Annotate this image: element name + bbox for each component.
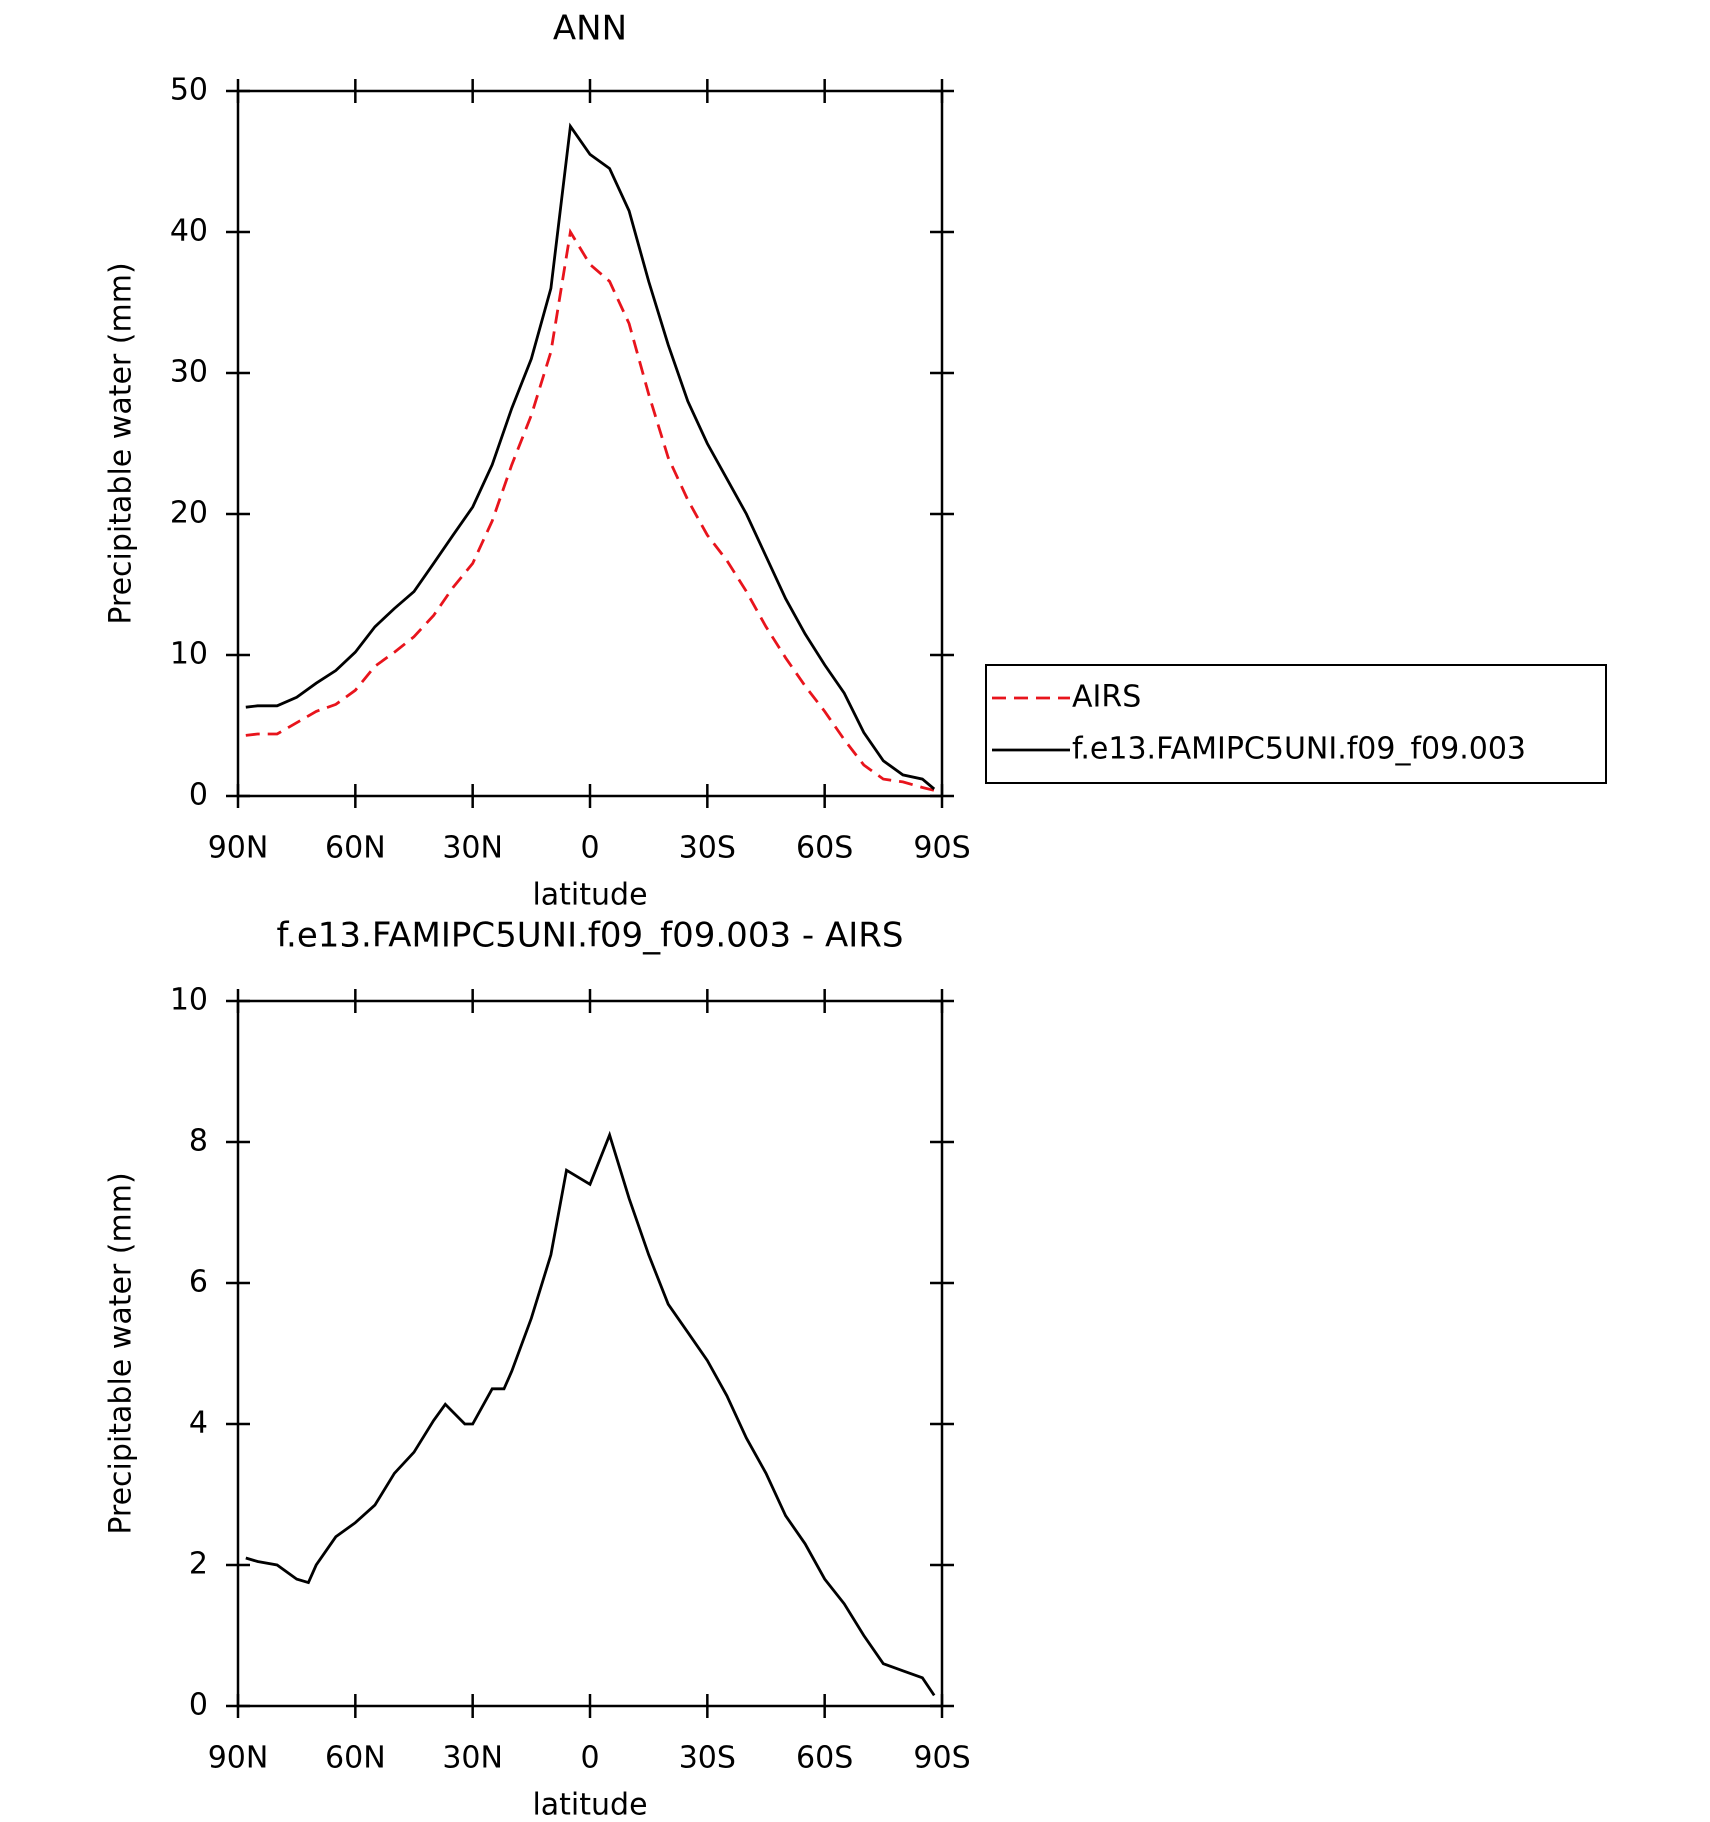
y-tick-label: 30 bbox=[170, 355, 208, 390]
x-tick-label: 30S bbox=[679, 831, 736, 866]
data-line bbox=[245, 122, 936, 791]
y-tick-label: 2 bbox=[189, 1547, 208, 1582]
x-axis-label: latitude bbox=[532, 1788, 647, 1822]
legend-box bbox=[985, 664, 1607, 784]
x-tick-label: 0 bbox=[580, 831, 599, 866]
x-tick-label: 30S bbox=[679, 1741, 736, 1776]
x-tick-label: 60N bbox=[325, 1741, 386, 1776]
x-tick-label: 30N bbox=[442, 1741, 503, 1776]
x-tick-label: 60S bbox=[796, 1741, 853, 1776]
legend-label: f.e13.FAMIPC5UNI.f09_f09.003 bbox=[1072, 732, 1526, 767]
x-axis-label: latitude bbox=[532, 878, 647, 913]
chart-title: f.e13.FAMIPC5UNI.f09_f09.003 - AIRS bbox=[277, 916, 904, 956]
legend-label: AIRS bbox=[1072, 680, 1141, 715]
y-tick-label: 0 bbox=[189, 778, 208, 813]
x-tick-label: 0 bbox=[580, 1741, 599, 1776]
y-axis-label: Precipitable water (mm) bbox=[104, 1172, 139, 1534]
y-axis-label: Precipitable water (mm) bbox=[104, 262, 139, 624]
plot-frame bbox=[236, 89, 944, 798]
y-tick-label: 10 bbox=[170, 983, 208, 1018]
chart-title: ANN bbox=[553, 9, 627, 49]
data-line bbox=[245, 228, 935, 792]
y-tick-label: 4 bbox=[189, 1406, 208, 1441]
x-tick-label: 60N bbox=[325, 831, 386, 866]
data-line bbox=[245, 1130, 936, 1697]
x-tick-label: 30N bbox=[442, 831, 503, 866]
y-tick-label: 20 bbox=[170, 496, 208, 531]
x-tick-label: 90N bbox=[208, 1741, 269, 1776]
y-tick-label: 40 bbox=[170, 214, 208, 249]
x-tick-label: 60S bbox=[796, 831, 853, 866]
y-tick-label: 8 bbox=[189, 1124, 208, 1159]
y-tick-label: 6 bbox=[189, 1265, 208, 1300]
x-tick-label: 90S bbox=[913, 1741, 970, 1776]
y-tick-label: 10 bbox=[170, 637, 208, 672]
y-tick-label: 0 bbox=[189, 1688, 208, 1723]
y-tick-label: 50 bbox=[170, 73, 208, 108]
x-tick-label: 90S bbox=[913, 831, 970, 866]
plot-frame bbox=[236, 999, 944, 1708]
x-tick-label: 90N bbox=[208, 831, 269, 866]
